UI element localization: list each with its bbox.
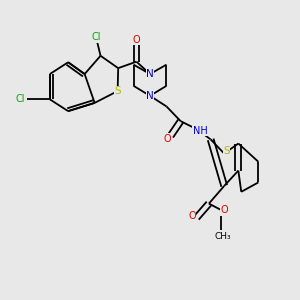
Text: O: O	[221, 205, 229, 215]
Text: CH₃: CH₃	[214, 232, 231, 242]
Text: N: N	[146, 69, 154, 79]
Text: NH: NH	[193, 126, 207, 136]
Text: N: N	[146, 91, 154, 101]
Text: O: O	[188, 211, 196, 221]
Text: O: O	[133, 35, 140, 45]
Text: Cl: Cl	[16, 94, 25, 104]
Text: Cl: Cl	[92, 32, 101, 42]
Text: S: S	[223, 146, 230, 156]
Text: O: O	[163, 134, 171, 144]
Text: S: S	[114, 86, 121, 96]
